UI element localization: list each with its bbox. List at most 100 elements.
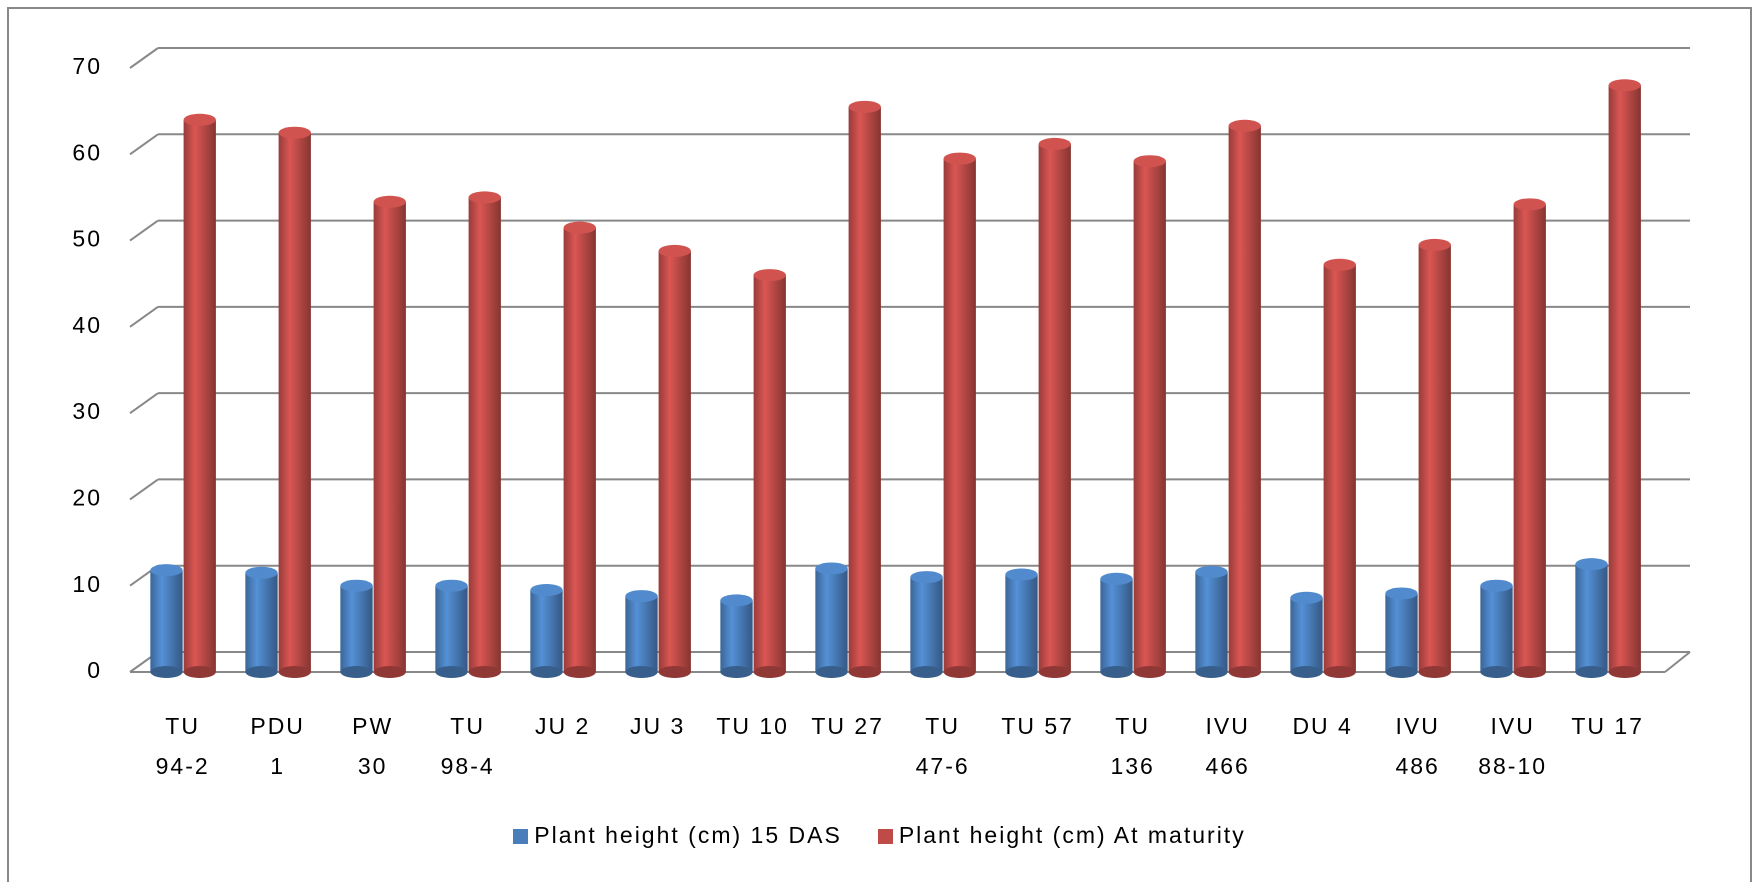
legend-label: Plant height (cm) At maturity [898, 822, 1246, 848]
bar-top [1100, 572, 1133, 585]
bar-base [658, 666, 691, 678]
x-tick-label: IVU 486 [1395, 713, 1440, 779]
bar [183, 119, 216, 673]
bar [150, 570, 183, 672]
legend-swatch [513, 829, 529, 844]
bar-top [1575, 558, 1608, 571]
bar-base [1038, 666, 1071, 678]
bar-top [278, 126, 311, 139]
bar-base [1480, 666, 1513, 678]
x-tick-label: IVU 88-10 [1478, 713, 1548, 779]
bar-top [1480, 579, 1513, 592]
bar-base [1290, 666, 1323, 678]
bar [943, 158, 976, 673]
bar-top [1385, 587, 1418, 600]
x-tick-label: PW 30 [352, 713, 394, 779]
bar [658, 250, 691, 672]
bar-base [720, 666, 753, 678]
bar [1608, 85, 1641, 672]
grid-line [129, 392, 159, 414]
bar-top [1133, 155, 1166, 168]
bar-base [1608, 666, 1641, 678]
bar-base [1323, 666, 1356, 678]
grid-line [129, 47, 159, 69]
bar-base [530, 666, 563, 678]
x-tick-label: TU 57 [1001, 713, 1074, 739]
legend: Plant height (cm) 15 DAS Plant height (cm… [0, 822, 1759, 849]
bar [625, 596, 658, 672]
bar-top [435, 579, 468, 592]
x-tick-label: JU 3 [629, 713, 686, 739]
y-tick-label: 50 [72, 226, 102, 252]
bar [1418, 244, 1451, 672]
bar-top [720, 594, 753, 607]
grid-line [129, 219, 159, 242]
bar-base [625, 666, 658, 678]
bar [1133, 161, 1166, 672]
bar-base [1195, 666, 1228, 678]
bar-base [183, 666, 216, 678]
bar [435, 585, 468, 672]
bar [1323, 264, 1356, 672]
x-tick-label: JU 2 [534, 713, 591, 739]
y-tick-label: 70 [72, 53, 102, 79]
bar [848, 106, 881, 673]
y-tick-label: 60 [72, 139, 102, 165]
bar [1195, 571, 1228, 672]
bar-top [340, 579, 373, 592]
bar [245, 572, 278, 672]
bar [1100, 578, 1133, 672]
bar-base [278, 666, 311, 678]
y-tick-label: 20 [72, 485, 102, 511]
bar-base [245, 666, 278, 678]
legend-swatch [877, 829, 893, 844]
bar-base [1575, 666, 1608, 678]
bar [278, 132, 311, 672]
x-tick-label: IVU 466 [1205, 713, 1250, 779]
bar-base [943, 666, 976, 678]
y-tick-label: 30 [72, 398, 102, 424]
bar-top [848, 100, 881, 113]
x-tick-label: TU 47-6 [915, 713, 970, 779]
bar-top [1038, 137, 1071, 150]
bar-top [1323, 258, 1356, 271]
bar-top [1005, 568, 1038, 581]
bar-top [753, 269, 786, 282]
bar-base [848, 666, 881, 678]
bar-base [150, 666, 183, 678]
bar [1038, 143, 1071, 673]
bar [1575, 564, 1608, 672]
bar-top [530, 584, 563, 597]
bar [1228, 125, 1261, 673]
x-tick-label: DU 4 [1292, 713, 1353, 739]
bar-top [150, 564, 183, 577]
bar-base [1133, 666, 1166, 678]
bar-top [658, 244, 691, 257]
bar-base [910, 666, 943, 678]
x-tick-label: TU 136 [1110, 713, 1155, 779]
bar-base [563, 666, 596, 678]
bar [373, 201, 406, 672]
grid-line [129, 306, 159, 328]
legend-item: Plant height (cm) At maturity [877, 822, 1246, 849]
bar [1385, 593, 1418, 672]
bar [530, 590, 563, 672]
bar-base [1513, 666, 1546, 678]
bar-base [1385, 666, 1418, 678]
bar [910, 577, 943, 672]
bar [563, 227, 596, 672]
bar-top [910, 571, 943, 584]
legend-label: Plant height (cm) 15 DAS [534, 822, 842, 848]
bar-base [1100, 666, 1133, 678]
bar-top [815, 562, 848, 575]
y-tick-label: 0 [87, 657, 102, 683]
x-tick-label: PDU 1 [250, 713, 305, 779]
bar-base [435, 666, 468, 678]
bar-top [1290, 591, 1323, 604]
floor-edge [1664, 651, 1691, 673]
legend-item: Plant height (cm) 15 DAS [513, 822, 842, 849]
bar-base [373, 666, 406, 678]
grid-line [129, 133, 159, 156]
frame [7, 7, 1752, 882]
